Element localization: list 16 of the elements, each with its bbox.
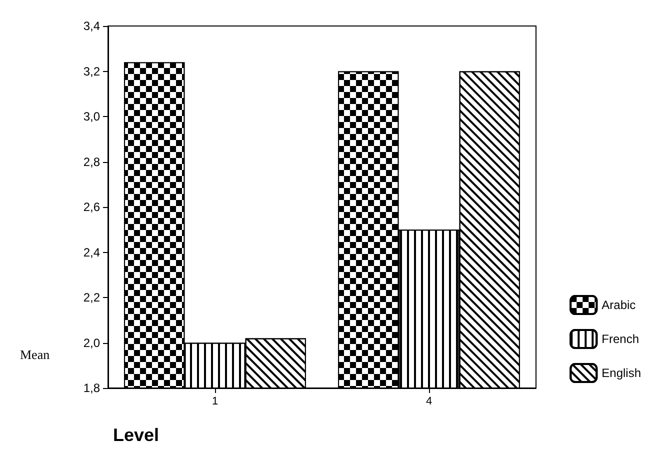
- y-tick-label: 2,6: [83, 200, 100, 214]
- legend-label: English: [602, 366, 641, 380]
- y-tick-label: 2,2: [83, 290, 100, 304]
- y-axis-title: Mean: [20, 347, 50, 362]
- legend-label: French: [602, 332, 639, 346]
- y-tick-label: 3,4: [83, 19, 100, 33]
- y-tick-label: 2,4: [83, 245, 100, 260]
- x-axis-title: Level: [113, 425, 160, 445]
- x-tick-label: 1: [212, 396, 218, 408]
- y-tick-label: 2,0: [83, 336, 100, 350]
- legend-label: Arabic: [602, 298, 636, 312]
- y-tick-label: 3,0: [83, 110, 100, 124]
- x-tick-label: 4: [426, 396, 432, 408]
- y-tick-label: 2,8: [83, 154, 100, 169]
- y-tick-label: 3,2: [83, 64, 100, 78]
- y-tick-label: 1,8: [83, 381, 100, 395]
